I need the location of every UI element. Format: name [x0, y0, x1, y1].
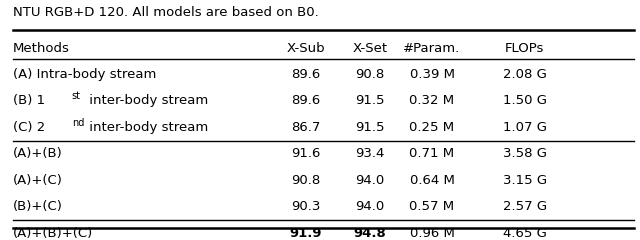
Text: 3.58 G: 3.58 G [503, 147, 547, 160]
Text: (A)+(C): (A)+(C) [13, 174, 63, 187]
Text: 91.5: 91.5 [355, 121, 385, 134]
Text: st: st [72, 91, 81, 101]
Text: 0.96 M: 0.96 M [410, 227, 454, 240]
Text: 2.57 G: 2.57 G [503, 200, 547, 213]
Text: 4.65 G: 4.65 G [503, 227, 547, 240]
Text: (B) 1: (B) 1 [13, 95, 45, 108]
Text: 91.9: 91.9 [290, 227, 322, 240]
Text: 90.3: 90.3 [291, 200, 321, 213]
Text: 90.8: 90.8 [291, 174, 321, 187]
Text: 0.32 M: 0.32 M [410, 95, 454, 108]
Text: 94.0: 94.0 [355, 174, 385, 187]
Text: NTU RGB+D 120. All models are based on B0.: NTU RGB+D 120. All models are based on B… [13, 6, 319, 19]
Text: 0.71 M: 0.71 M [410, 147, 454, 160]
Text: 3.15 G: 3.15 G [503, 174, 547, 187]
Text: (A) Intra-body stream: (A) Intra-body stream [13, 68, 156, 81]
Text: 0.64 M: 0.64 M [410, 174, 454, 187]
Text: 1.07 G: 1.07 G [503, 121, 547, 134]
Text: 2.08 G: 2.08 G [503, 68, 547, 81]
Text: 0.57 M: 0.57 M [410, 200, 454, 213]
Text: X-Set: X-Set [353, 42, 387, 54]
Text: 0.39 M: 0.39 M [410, 68, 454, 81]
Text: 89.6: 89.6 [291, 95, 321, 108]
Text: 94.8: 94.8 [353, 227, 387, 240]
Text: inter-body stream: inter-body stream [85, 95, 209, 108]
Text: (B)+(C): (B)+(C) [13, 200, 63, 213]
Text: Methods: Methods [13, 42, 70, 54]
Text: nd: nd [72, 118, 84, 128]
Text: (A)+(B)+(C): (A)+(B)+(C) [13, 227, 93, 240]
Text: 86.7: 86.7 [291, 121, 321, 134]
Text: 89.6: 89.6 [291, 68, 321, 81]
Text: #Param.: #Param. [403, 42, 461, 54]
Text: 94.0: 94.0 [355, 200, 385, 213]
Text: 91.6: 91.6 [291, 147, 321, 160]
Text: 93.4: 93.4 [355, 147, 385, 160]
Text: (A)+(B): (A)+(B) [13, 147, 63, 160]
Text: (C) 2: (C) 2 [13, 121, 45, 134]
Text: FLOPs: FLOPs [505, 42, 545, 54]
Text: X-Sub: X-Sub [287, 42, 325, 54]
Text: 0.25 M: 0.25 M [410, 121, 454, 134]
Text: 90.8: 90.8 [355, 68, 385, 81]
Text: 91.5: 91.5 [355, 95, 385, 108]
Text: inter-body stream: inter-body stream [85, 121, 209, 134]
Text: 1.50 G: 1.50 G [503, 95, 547, 108]
